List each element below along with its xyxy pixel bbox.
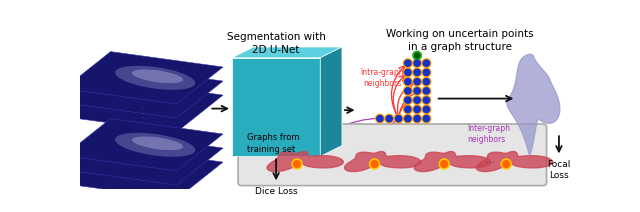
- Circle shape: [404, 68, 412, 77]
- Polygon shape: [64, 66, 223, 118]
- Circle shape: [413, 77, 421, 86]
- Circle shape: [423, 116, 429, 122]
- Circle shape: [414, 88, 420, 94]
- Circle shape: [404, 88, 411, 94]
- Circle shape: [413, 105, 421, 114]
- Circle shape: [422, 77, 431, 86]
- Circle shape: [369, 159, 380, 169]
- Circle shape: [404, 60, 411, 66]
- Circle shape: [404, 69, 411, 75]
- Circle shape: [413, 51, 421, 60]
- Circle shape: [413, 87, 421, 95]
- Circle shape: [294, 160, 301, 167]
- Circle shape: [422, 96, 431, 104]
- Ellipse shape: [115, 133, 195, 157]
- Polygon shape: [64, 80, 223, 132]
- Circle shape: [413, 68, 421, 77]
- Circle shape: [423, 79, 429, 85]
- Circle shape: [385, 114, 394, 123]
- Text: Focal
Loss: Focal Loss: [547, 160, 571, 180]
- Circle shape: [404, 79, 411, 85]
- Polygon shape: [267, 152, 343, 172]
- Circle shape: [422, 87, 431, 95]
- Text: Graphs from
training set: Graphs from training set: [248, 133, 300, 154]
- Circle shape: [404, 97, 411, 103]
- Circle shape: [371, 160, 378, 167]
- Circle shape: [377, 116, 383, 122]
- Circle shape: [423, 69, 429, 75]
- Text: Inter-graph
neighbors: Inter-graph neighbors: [467, 124, 511, 144]
- Circle shape: [503, 160, 509, 167]
- Circle shape: [404, 106, 411, 112]
- Circle shape: [404, 116, 411, 122]
- Circle shape: [413, 59, 421, 67]
- Circle shape: [404, 105, 412, 114]
- Circle shape: [414, 116, 420, 122]
- Circle shape: [415, 53, 419, 58]
- Circle shape: [439, 159, 449, 169]
- Circle shape: [414, 106, 420, 112]
- Circle shape: [394, 114, 403, 123]
- Text: · · ·: · · ·: [141, 107, 147, 118]
- FancyBboxPatch shape: [238, 124, 547, 186]
- Polygon shape: [64, 133, 223, 185]
- Text: Intra-graph
neighbors: Intra-graph neighbors: [360, 68, 404, 88]
- Circle shape: [423, 88, 429, 94]
- Text: Dice Loss: Dice Loss: [255, 187, 298, 196]
- Ellipse shape: [115, 66, 195, 90]
- Circle shape: [386, 116, 392, 122]
- Polygon shape: [476, 152, 552, 172]
- Circle shape: [413, 96, 421, 104]
- Circle shape: [404, 87, 412, 95]
- Circle shape: [414, 69, 420, 75]
- Text: Working on uncertain points
in a graph structure: Working on uncertain points in a graph s…: [386, 29, 534, 53]
- Ellipse shape: [132, 70, 183, 83]
- Circle shape: [292, 159, 302, 169]
- Circle shape: [414, 79, 420, 85]
- Ellipse shape: [132, 137, 183, 150]
- Circle shape: [441, 160, 448, 167]
- Circle shape: [422, 105, 431, 114]
- Circle shape: [423, 106, 429, 112]
- Text: Segmentation with
2D U-Net: Segmentation with 2D U-Net: [227, 32, 326, 55]
- Polygon shape: [320, 47, 342, 156]
- Circle shape: [404, 114, 412, 123]
- Circle shape: [422, 68, 431, 77]
- Circle shape: [413, 114, 421, 123]
- Circle shape: [414, 60, 420, 66]
- Polygon shape: [232, 47, 342, 58]
- Polygon shape: [64, 52, 223, 104]
- Circle shape: [423, 97, 429, 103]
- Polygon shape: [344, 152, 420, 172]
- Circle shape: [423, 60, 429, 66]
- Circle shape: [422, 59, 431, 67]
- Polygon shape: [507, 54, 560, 155]
- Circle shape: [422, 114, 431, 123]
- Text: ...: ...: [486, 155, 495, 165]
- Circle shape: [501, 159, 511, 169]
- Circle shape: [376, 114, 384, 123]
- Polygon shape: [232, 58, 320, 156]
- Polygon shape: [64, 147, 223, 199]
- Circle shape: [404, 59, 412, 67]
- Polygon shape: [414, 152, 490, 172]
- Circle shape: [414, 97, 420, 103]
- Circle shape: [404, 96, 412, 104]
- Polygon shape: [64, 119, 223, 171]
- Circle shape: [404, 77, 412, 86]
- Circle shape: [396, 116, 402, 122]
